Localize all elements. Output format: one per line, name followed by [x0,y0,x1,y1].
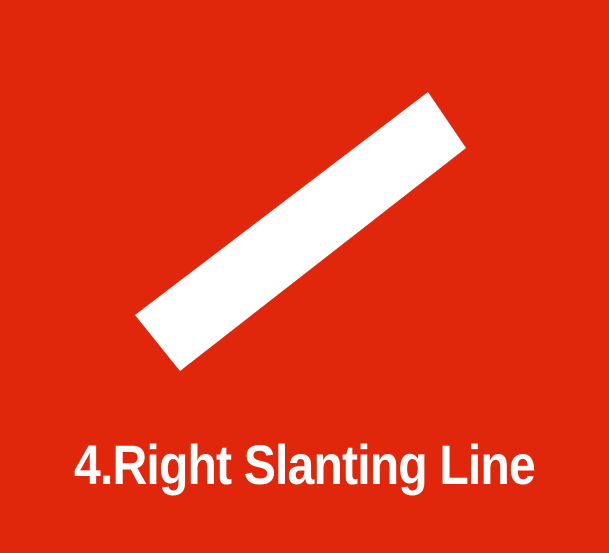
symbol-caption: 4.Right Slanting Line [74,433,536,496]
right-slanting-line-icon [135,92,466,371]
